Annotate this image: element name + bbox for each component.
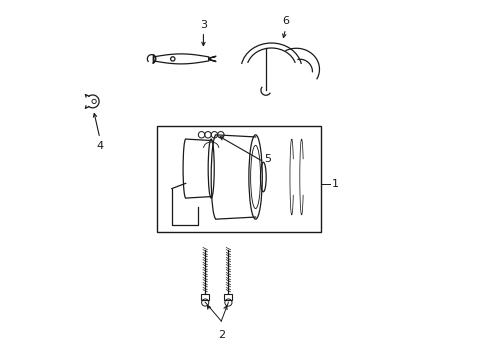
Bar	[157, 126, 321, 232]
Text: 6: 6	[282, 16, 288, 26]
Text: 4: 4	[96, 141, 103, 151]
Bar	[201, 294, 209, 300]
Bar	[224, 294, 232, 300]
Text: 5: 5	[264, 154, 271, 163]
Text: 3: 3	[200, 19, 206, 30]
Text: 1: 1	[331, 179, 338, 189]
Text: 2: 2	[217, 330, 224, 341]
